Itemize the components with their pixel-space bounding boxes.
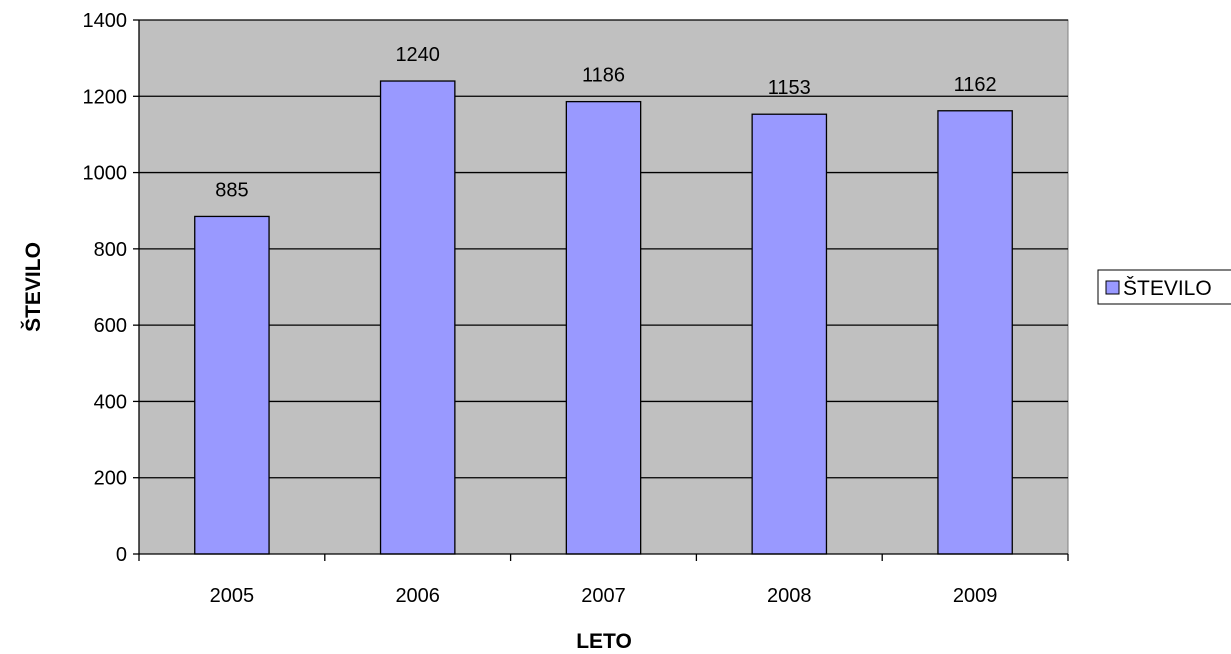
legend-label: ŠTEVILO	[1123, 277, 1212, 300]
bar-value-label: 1153	[768, 77, 811, 99]
y-axis: 0 200 400 600 800 1000 1200 1400	[83, 10, 140, 566]
bar-value-label: 1162	[954, 74, 997, 96]
y-tick-label: 800	[94, 239, 127, 261]
x-tick-label: 2008	[767, 585, 812, 607]
y-tick-label: 600	[94, 315, 127, 337]
y-tick-label: 1400	[83, 10, 128, 32]
x-tick-label: 2007	[581, 585, 626, 607]
x-tick-label: 2005	[210, 585, 255, 607]
bar	[937, 110, 1013, 555]
data-labels: 885 1240 1186 1153 1162	[215, 44, 996, 201]
y-axis-title: ŠTEVILO	[21, 242, 45, 332]
x-tick-label: 2006	[395, 585, 440, 607]
bar	[565, 100, 642, 555]
x-axis: 2005 2006 2007 2008 2009	[138, 553, 1069, 607]
y-tick-label: 400	[94, 391, 127, 413]
legend: ŠTEVILO	[1097, 269, 1231, 305]
bar-value-label: 1186	[582, 65, 625, 87]
legend-box	[1097, 269, 1231, 305]
y-tick-label: 1000	[83, 163, 128, 185]
x-tick-label: 2009	[953, 585, 998, 607]
y-tick-label: 200	[94, 468, 127, 490]
y-tick-label: 0	[116, 544, 127, 566]
y-tick-label: 1200	[83, 86, 128, 108]
bar	[194, 215, 270, 555]
bar-value-label: 1240	[395, 44, 440, 66]
x-axis-title: LETO	[576, 630, 632, 653]
bar-value-label: 885	[215, 179, 248, 201]
legend-swatch	[1105, 280, 1120, 295]
bar	[751, 113, 828, 555]
bar	[379, 80, 456, 555]
bars	[194, 80, 1013, 555]
